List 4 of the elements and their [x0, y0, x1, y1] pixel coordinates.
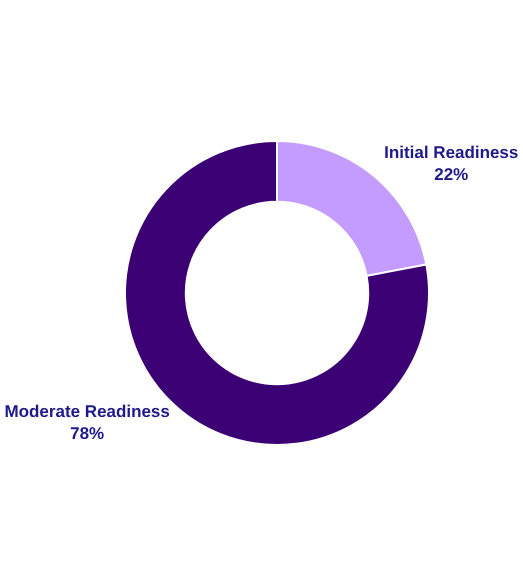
- data-label: 22%: [434, 165, 468, 184]
- data-label: 78%: [70, 424, 104, 443]
- slice-label: Initial Readiness: [384, 143, 518, 162]
- slice-label: Moderate Readiness: [4, 402, 170, 421]
